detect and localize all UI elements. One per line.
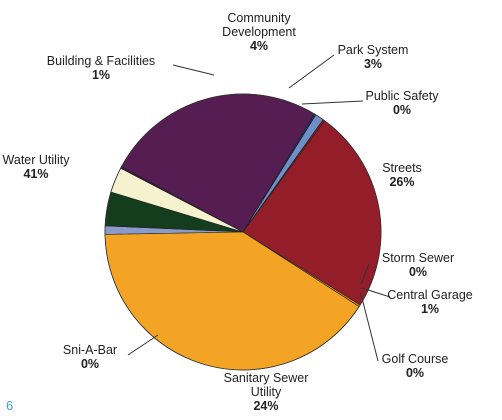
- label-text-streets: Streets: [382, 161, 422, 175]
- pie-slices: [104, 93, 382, 371]
- label-percent-golf-course: 0%: [406, 366, 424, 380]
- label-text-park-system: Park System: [338, 43, 409, 57]
- pie-outline: [104, 93, 382, 371]
- leader-line-public-safety: [301, 100, 364, 105]
- slice-labels: Building & Facilities1%CommunityDevelopm…: [3, 11, 473, 413]
- label-text-sanitary-sewer-utility: Utility: [251, 385, 282, 399]
- label-percent-building-facilities: 1%: [92, 68, 110, 82]
- label-percent-park-system: 3%: [364, 57, 382, 71]
- label-percent-public-safety: 0%: [393, 103, 411, 117]
- label-text-central-garage: Central Garage: [387, 288, 473, 302]
- label-percent-central-garage: 1%: [421, 302, 439, 316]
- leader-line-building-facilities: [172, 64, 215, 76]
- label-percent-streets: 26%: [389, 175, 414, 189]
- leader-line-central-garage: [361, 287, 391, 298]
- label-text-community-development: Community: [227, 11, 291, 25]
- label-text-sni-a-bar: Sni-A-Bar: [63, 343, 117, 357]
- leader-lines: [127, 54, 391, 362]
- leader-line-sni-a-bar: [127, 334, 159, 356]
- label-text-sanitary-sewer-utility: Sanitary Sewer: [224, 371, 309, 385]
- label-text-community-development: Development: [222, 25, 296, 39]
- label-text-public-safety: Public Safety: [366, 89, 440, 103]
- leader-line-storm-sewer: [360, 263, 370, 285]
- label-percent-storm-sewer: 0%: [409, 265, 427, 279]
- label-text-building-facilities: Building & Facilities: [47, 54, 155, 68]
- label-percent-community-development: 4%: [250, 39, 268, 53]
- page-number: 6: [6, 398, 14, 413]
- leader-line-park-system: [288, 54, 335, 89]
- label-percent-sanitary-sewer-utility: 24%: [253, 399, 278, 413]
- label-text-water-utility: Water Utility: [3, 153, 71, 167]
- label-text-storm-sewer: Storm Sewer: [382, 251, 454, 265]
- leader-line-golf-course: [359, 291, 379, 362]
- label-percent-sni-a-bar: 0%: [81, 357, 99, 371]
- label-text-golf-course: Golf Course: [382, 352, 449, 366]
- label-percent-water-utility: 41%: [23, 167, 48, 181]
